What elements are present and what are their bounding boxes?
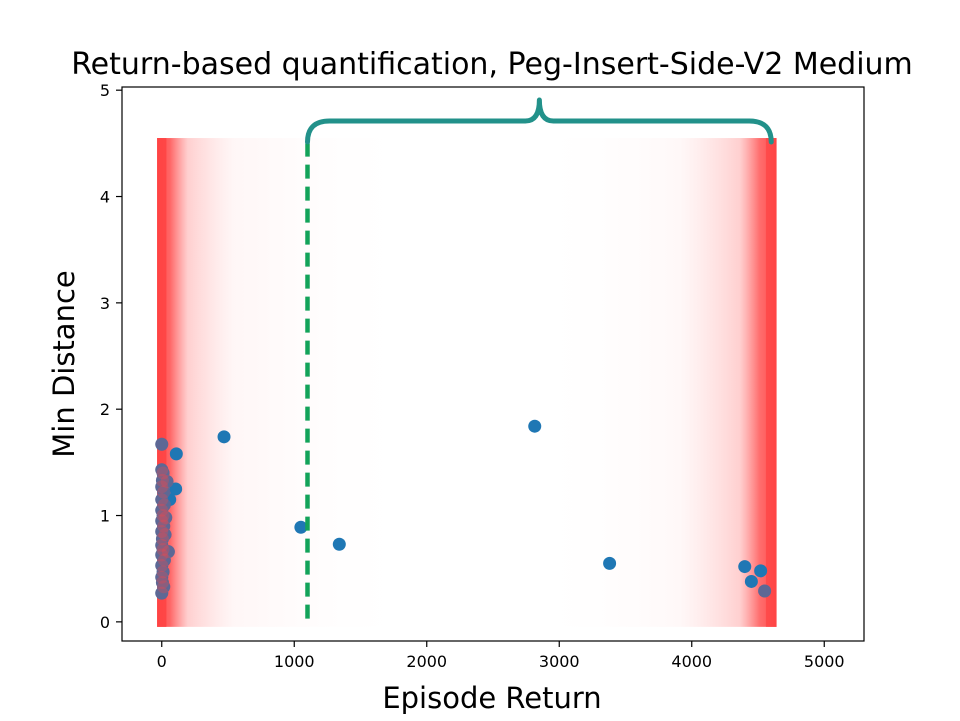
scatter-point-overlay <box>155 559 169 573</box>
x-tick-label: 0 <box>157 652 167 671</box>
scatter-point-overlay <box>159 511 173 525</box>
scatter-point-overlay <box>155 463 169 477</box>
scatter-point-overlay <box>155 493 169 507</box>
scatter-point-overlay <box>156 565 170 579</box>
scatter-point <box>160 474 174 488</box>
scatter-point-overlay <box>157 498 171 512</box>
y-tick-label: 3 <box>100 294 110 313</box>
selection-brace <box>305 97 774 145</box>
scatter-point-overlay <box>155 524 169 538</box>
chart-title: Return-based quantification, Peg-Insert-… <box>71 47 913 82</box>
scatter-point-overlay <box>156 466 170 480</box>
x-tick-label: 4000 <box>671 652 712 671</box>
scatter-point-overlay <box>155 538 169 552</box>
scatter-point-overlay <box>155 437 169 451</box>
scatter-point <box>758 584 772 598</box>
scatter-point-overlay <box>155 548 169 562</box>
scatter-point-overlay <box>155 514 169 528</box>
red-band-high-fade <box>532 138 777 627</box>
x-tick-label: 1000 <box>274 652 315 671</box>
plot-area <box>155 97 777 627</box>
scatter-point-overlay <box>157 580 171 594</box>
scatter-point <box>744 574 758 588</box>
scatter-point-overlay <box>155 570 169 584</box>
scatter-point-overlay <box>160 474 174 488</box>
scatter-point <box>528 419 542 433</box>
scatter-point-overlay <box>155 532 169 546</box>
x-tick-label: 3000 <box>539 652 580 671</box>
scatter-point-overlay <box>157 519 171 533</box>
scatter-point <box>332 537 346 551</box>
scatter-point <box>169 482 183 496</box>
scatter-point-overlay <box>156 509 170 523</box>
scatter-point-overlay <box>157 485 171 499</box>
x-axis-label: Episode Return <box>382 681 601 715</box>
red-band-low-fade <box>157 138 414 627</box>
scatter-point-overlay <box>157 553 171 567</box>
y-tick-label: 4 <box>100 188 110 207</box>
y-axis-label: Min Distance <box>47 270 81 457</box>
scatter-point <box>163 493 177 507</box>
scatter-point <box>294 520 308 534</box>
axes: 0 1000 2000 3000 4000 5000 0 1 2 3 4 5 <box>100 81 845 671</box>
scatter-point-overlay <box>156 543 170 557</box>
scatter-point-overlay <box>161 545 175 559</box>
scatter-point <box>603 556 617 570</box>
plot-frame <box>121 86 865 642</box>
red-band-low <box>157 138 167 627</box>
scatter-point <box>738 560 752 574</box>
scatter-point-overlay <box>155 473 169 487</box>
scatter-point <box>754 564 768 578</box>
y-tick-label: 1 <box>100 507 110 526</box>
scatter-point-overlay <box>155 576 169 590</box>
y-tick-label: 2 <box>100 400 110 419</box>
scatter-point <box>161 545 175 559</box>
y-tick-label: 5 <box>100 81 110 100</box>
scatter-point-overlay <box>158 528 172 542</box>
red-band-high <box>765 138 777 627</box>
scatter-point <box>169 447 183 461</box>
scatter-point-overlay <box>155 503 169 517</box>
scatter-point-overlay <box>155 586 169 600</box>
y-tick-label: 0 <box>100 613 110 632</box>
x-tick-label: 5000 <box>804 652 845 671</box>
scatter-point-overlay <box>758 584 772 598</box>
scatter-point <box>217 430 231 444</box>
x-tick-label: 2000 <box>406 652 447 671</box>
scatter-point <box>155 437 169 451</box>
scatter-point <box>155 586 169 600</box>
scatter-point-overlay <box>155 480 169 494</box>
